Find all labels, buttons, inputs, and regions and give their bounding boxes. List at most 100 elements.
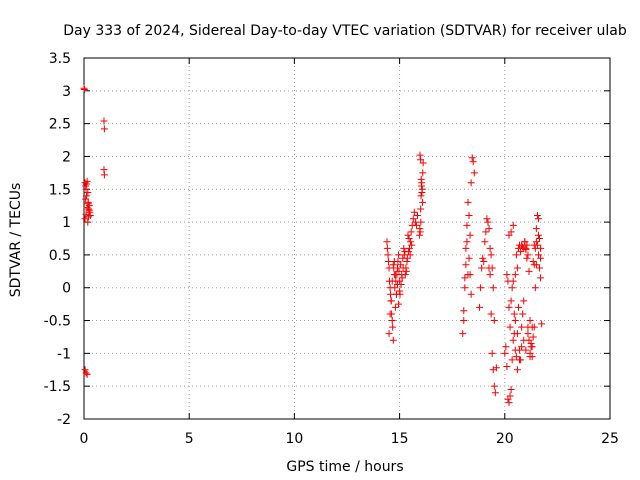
data-point	[459, 330, 467, 338]
data-point	[85, 213, 93, 221]
data-point	[487, 251, 495, 259]
data-point	[83, 370, 91, 378]
axis-ticks	[83, 57, 611, 420]
data-point	[506, 392, 514, 400]
data-point	[524, 330, 532, 338]
data-point	[401, 271, 409, 279]
y-tick-label: 0.5	[49, 248, 71, 264]
data-point	[503, 362, 511, 370]
data-point	[83, 192, 91, 200]
data-point	[492, 364, 500, 372]
data-point	[408, 241, 416, 249]
data-point	[479, 254, 487, 262]
data-point	[416, 225, 424, 233]
data-point	[529, 257, 537, 265]
data-point	[491, 389, 499, 397]
data-point	[389, 336, 397, 344]
data-point	[418, 189, 426, 197]
data-point	[519, 310, 527, 318]
data-point	[485, 225, 493, 233]
data-point	[480, 257, 488, 265]
data-point	[532, 261, 540, 269]
y-tick-label: -0.5	[44, 314, 71, 330]
data-point	[526, 353, 534, 361]
chart-title: Day 333 of 2024, Sidereal Day-to-day VTE…	[63, 23, 627, 39]
data-point	[466, 231, 474, 239]
data-point	[84, 200, 92, 208]
data-point	[476, 303, 484, 311]
y-tick-label: 0	[62, 281, 71, 297]
plot-frame	[83, 57, 611, 420]
data-point	[467, 179, 475, 187]
data-point	[513, 330, 521, 338]
x-tick-label: 0	[80, 431, 89, 447]
data-point	[464, 198, 472, 206]
x-tick-label: 25	[601, 431, 619, 447]
data-point	[529, 333, 537, 341]
data-point	[410, 208, 418, 216]
data-point	[523, 254, 531, 262]
data-point	[383, 238, 391, 246]
y-tick-label: 3	[62, 84, 71, 100]
data-point	[82, 195, 90, 203]
data-point	[528, 343, 536, 351]
data-point	[388, 317, 396, 325]
data-point	[534, 231, 542, 239]
data-point	[384, 251, 392, 259]
data-point	[385, 330, 393, 338]
data-point	[419, 169, 427, 177]
data-point	[526, 317, 534, 325]
data-point	[482, 228, 490, 236]
data-point	[395, 300, 403, 308]
x-axis-label: GPS time / hours	[286, 459, 403, 475]
data-point	[489, 284, 497, 292]
data-point	[392, 290, 400, 298]
data-point	[394, 257, 402, 265]
data-point	[525, 267, 533, 275]
gridlines	[84, 58, 610, 419]
data-point	[462, 244, 470, 252]
data-point	[80, 86, 88, 94]
data-point	[520, 336, 528, 344]
data-point	[416, 151, 424, 159]
data-point	[386, 310, 394, 318]
data-point	[485, 264, 493, 272]
data-point	[461, 274, 469, 282]
data-point	[477, 284, 485, 292]
data-point	[481, 238, 489, 246]
data-point	[537, 244, 545, 252]
data-point	[537, 274, 545, 282]
data-point	[522, 346, 530, 354]
data-point	[417, 218, 425, 226]
data-point	[384, 257, 392, 265]
data-point	[536, 264, 544, 272]
data-point	[520, 297, 528, 305]
data-point	[470, 169, 478, 177]
data-point	[100, 171, 108, 179]
data-point	[509, 336, 517, 344]
data-point	[532, 238, 540, 246]
data-point	[524, 251, 532, 259]
data-point	[399, 264, 407, 272]
data-point	[507, 297, 515, 305]
data-point	[505, 399, 513, 407]
data-point	[513, 264, 521, 272]
data-point	[464, 271, 472, 279]
data-point	[522, 244, 530, 252]
data-point	[83, 177, 91, 185]
data-point	[460, 307, 468, 315]
data-point	[417, 205, 425, 213]
data-point	[533, 212, 541, 220]
data-point	[400, 251, 408, 259]
data-point	[512, 353, 520, 361]
data-point	[483, 215, 491, 223]
data-point	[508, 356, 516, 364]
data-point	[486, 244, 494, 252]
data-point	[391, 303, 399, 311]
data-point	[396, 287, 404, 295]
data-point	[465, 212, 473, 220]
data-point	[518, 323, 526, 331]
data-point	[84, 189, 92, 197]
x-tick-labels: 0 5 10 15 20 25	[80, 431, 619, 447]
data-point	[509, 277, 517, 285]
